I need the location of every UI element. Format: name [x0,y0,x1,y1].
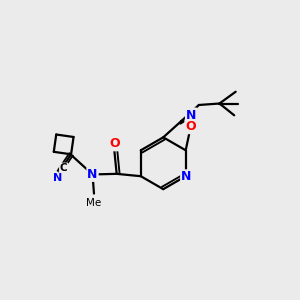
Text: N: N [53,173,62,183]
Text: N: N [181,170,191,183]
Text: Me: Me [86,198,102,208]
Text: O: O [185,120,196,133]
Text: O: O [109,137,120,150]
Text: C: C [60,164,68,173]
Text: N: N [87,168,98,181]
Text: N: N [186,109,196,122]
